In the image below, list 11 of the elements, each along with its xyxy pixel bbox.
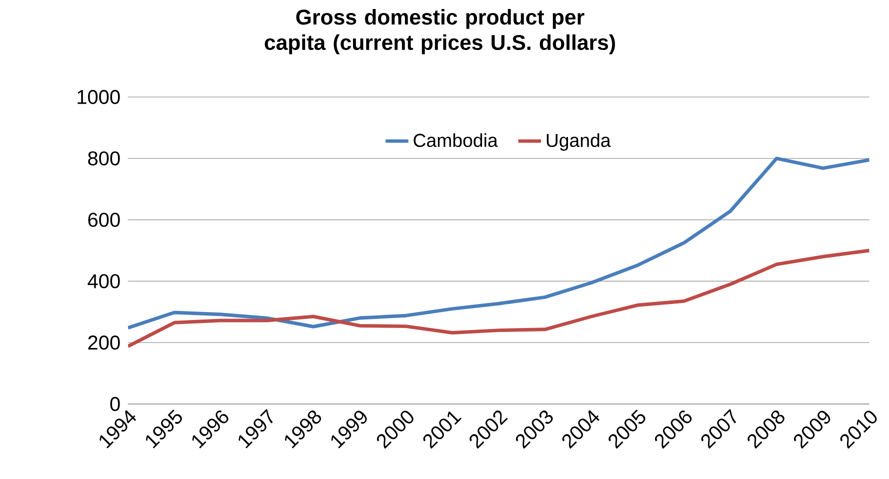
y-tick-label: 1000	[78, 90, 120, 104]
y-tick-label: 800	[88, 151, 120, 166]
y-tick-label: 400	[88, 274, 120, 288]
legend-label: Uganda	[546, 133, 611, 151]
line-series	[128, 248, 870, 348]
chart-title: Gross domestic product per capita (current prices U.S. dollars)	[264, 9, 615, 54]
y-tick-label: 200	[88, 336, 120, 350]
line-series	[128, 156, 870, 330]
legend-label: Cambodia	[414, 133, 498, 148]
y-tick-label: 0	[110, 396, 120, 412]
y-tick-label: 600	[88, 212, 120, 227]
